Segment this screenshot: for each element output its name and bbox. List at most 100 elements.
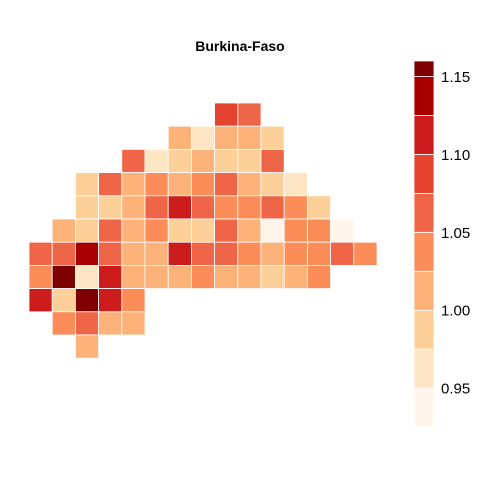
heatmap-cells (28, 102, 378, 359)
heatmap-cell (98, 264, 123, 289)
colorbar-tick-label: 1.00 (441, 303, 470, 320)
heatmap-cell (98, 311, 123, 336)
heatmap-cell (121, 288, 146, 313)
heatmap-cell (28, 288, 53, 313)
heatmap-cell (121, 241, 146, 266)
heatmap-cell (237, 102, 262, 127)
colorbar-tick-label: 0.95 (441, 381, 470, 398)
heatmap-cell (75, 241, 100, 266)
colorbar-swatch (413, 60, 435, 77)
heatmap-cell (75, 195, 100, 220)
heatmap-cell (214, 264, 239, 289)
heatmap-cell (214, 195, 239, 220)
heatmap-cell (283, 241, 308, 266)
heatmap-cell (121, 264, 146, 289)
heatmap-cell (51, 264, 76, 289)
heatmap-cell (353, 241, 378, 266)
colorbar-swatch (413, 115, 435, 155)
heatmap-cell (260, 195, 285, 220)
heatmap-cell (330, 241, 355, 266)
heatmap-cell (283, 172, 308, 197)
heatmap-cell (75, 172, 100, 197)
heatmap-cell (167, 195, 192, 220)
heatmap-cell (214, 241, 239, 266)
colorbar-swatch (413, 348, 435, 389)
heatmap-cell (144, 172, 169, 197)
heatmap-cell (260, 148, 285, 173)
heatmap-cell (144, 241, 169, 266)
heatmap-cell (190, 264, 215, 289)
heatmap-cell (121, 148, 146, 173)
colorbar-tick-label: 1.10 (441, 147, 470, 164)
colorbar-swatch (413, 231, 435, 272)
heatmap-cell (121, 311, 146, 336)
heatmap-cell (190, 241, 215, 266)
heatmap-cell (190, 125, 215, 150)
heatmap-cell (330, 218, 355, 243)
heatmap-cell (144, 264, 169, 289)
colorbar-swatch (413, 76, 435, 116)
heatmap-cell (306, 241, 331, 266)
colorbar-swatch (413, 387, 435, 428)
heatmap-cell (51, 311, 76, 336)
heatmap-cell (167, 241, 192, 266)
heatmap-cell (144, 148, 169, 173)
heatmap-cell (283, 264, 308, 289)
colorbar-legend: 0.95 1.00 1.05 1.10 1.15 (413, 60, 470, 428)
heatmap-cell (214, 125, 239, 150)
heatmap-cell (121, 195, 146, 220)
heatmap-cell (190, 172, 215, 197)
heatmap-cell (75, 288, 100, 313)
heatmap-cell (167, 264, 192, 289)
heatmap-cell (237, 241, 262, 266)
heatmap-cell (306, 195, 331, 220)
heatmap-cell (75, 218, 100, 243)
colorbar-swatch (413, 309, 435, 350)
heatmap-cell (237, 172, 262, 197)
heatmap-cell (121, 172, 146, 197)
heatmap-cell (144, 195, 169, 220)
heatmap-cell (98, 195, 123, 220)
heatmap-cell (98, 288, 123, 313)
heatmap-cell (75, 311, 100, 336)
heatmap-cell (75, 264, 100, 289)
heatmap-cell (260, 264, 285, 289)
colorbar-tick-label: 1.15 (441, 69, 470, 86)
heatmap-cell (306, 218, 331, 243)
heatmap-cell (260, 125, 285, 150)
heatmap-cell (167, 148, 192, 173)
heatmap-cell (237, 195, 262, 220)
heatmap-cell (283, 195, 308, 220)
heatmap-cell (121, 218, 146, 243)
heatmap-cell (190, 148, 215, 173)
heatmap-cell (75, 334, 100, 359)
heatmap-cell (237, 148, 262, 173)
heatmap-cell (144, 218, 169, 243)
heatmap-cell (214, 172, 239, 197)
heatmap-cell (214, 102, 239, 127)
heatmap-cell (51, 218, 76, 243)
heatmap-cell (98, 218, 123, 243)
colorbar-swatch (413, 192, 435, 233)
heatmap-cell (98, 241, 123, 266)
colorbar-tick-label: 1.05 (441, 225, 470, 242)
heatmap-cell (283, 218, 308, 243)
heatmap-cell (28, 264, 53, 289)
heatmap-cell (260, 218, 285, 243)
heatmap-cell (51, 288, 76, 313)
heatmap-cell (306, 264, 331, 289)
heatmap-cell (167, 172, 192, 197)
chart-title: Burkina-Faso (195, 38, 284, 54)
heatmap-cell (190, 195, 215, 220)
heatmap-cell (214, 218, 239, 243)
heatmap-cell (51, 241, 76, 266)
heatmap-cell (190, 218, 215, 243)
heatmap-cell (167, 218, 192, 243)
heatmap-cell (260, 172, 285, 197)
colorbar-swatch (413, 270, 435, 311)
heatmap-cell (98, 172, 123, 197)
colorbar-swatch (413, 154, 435, 194)
heatmap-cell (28, 241, 53, 266)
